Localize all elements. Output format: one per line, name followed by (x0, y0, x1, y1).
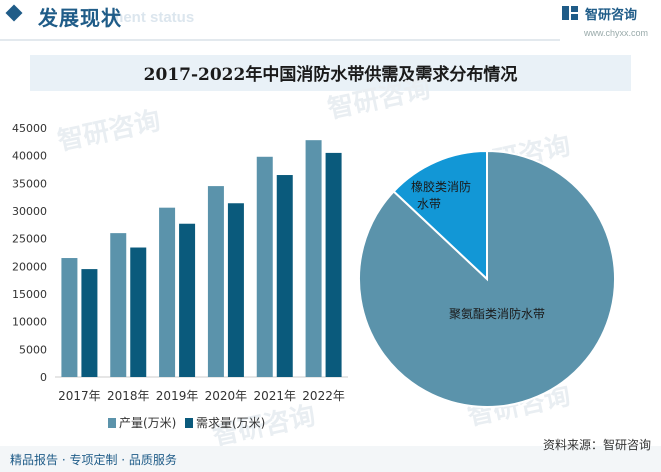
bar-supply (305, 140, 322, 377)
header-divider (0, 39, 560, 41)
y-tick-label: 20000 (12, 260, 47, 273)
bar-supply (61, 258, 78, 377)
x-tick-label: 2019年 (156, 389, 199, 403)
header-title: 发展现状 (38, 6, 122, 30)
pie-label: 聚氨酯类消防水带 (449, 306, 545, 321)
y-tick-label: 10000 (12, 316, 47, 329)
y-tick-label: 30000 (12, 205, 47, 218)
header-english-subtitle: ment status (110, 9, 195, 26)
bar-demand (325, 152, 342, 377)
x-tick-label: 2017年 (58, 389, 101, 403)
bar-demand (130, 247, 147, 377)
legend-swatch (185, 418, 193, 428)
legend-label: 需求量(万米) (196, 416, 265, 430)
x-tick-label: 2021年 (253, 389, 296, 403)
legend-label: 产量(万米) (119, 416, 176, 430)
footer-band (0, 446, 661, 472)
watermark-text: 智研咨询 (325, 73, 433, 125)
y-tick-label: 45000 (12, 122, 47, 135)
bar-demand (276, 175, 293, 377)
logo-url: www.chyxx.com (584, 28, 649, 38)
chart-title-band (30, 55, 631, 91)
bar-supply (207, 186, 224, 377)
y-tick-label: 35000 (12, 177, 47, 190)
watermark-text: 智研咨询 (55, 105, 163, 157)
y-tick-label: 0 (40, 371, 47, 384)
footer-slogan: 精品报告 · 专项定制 · 品质服务 (10, 453, 177, 467)
bar-supply (159, 207, 176, 377)
legend-swatch (108, 418, 116, 428)
y-tick-label: 5000 (19, 343, 47, 356)
pie-label: 橡胶类消防 (411, 179, 471, 194)
bar-supply (256, 156, 273, 377)
page-header: ment status 发展现状 智研咨询 www.chyxx.com (0, 0, 661, 46)
y-tick-label: 25000 (12, 233, 47, 246)
bar-demand (81, 269, 98, 377)
logo-name: 智研咨询 (585, 8, 638, 23)
x-tick-label: 2020年 (205, 389, 248, 403)
source-note: 资料来源：智研咨询 (542, 438, 651, 452)
pie-label: 水带 (417, 197, 441, 211)
chart-title: 2017-2022年中国消防水带供需及需求分布情况 (143, 65, 518, 85)
y-tick-label: 40000 (12, 150, 47, 163)
x-tick-label: 2018年 (107, 389, 150, 403)
bar-demand (227, 203, 244, 377)
bar-demand (179, 223, 196, 377)
pie-slice (392, 149, 488, 282)
bar-supply (110, 233, 127, 377)
y-tick-label: 15000 (12, 288, 47, 301)
logo-icon (562, 6, 578, 20)
x-tick-label: 2022年 (302, 389, 345, 403)
